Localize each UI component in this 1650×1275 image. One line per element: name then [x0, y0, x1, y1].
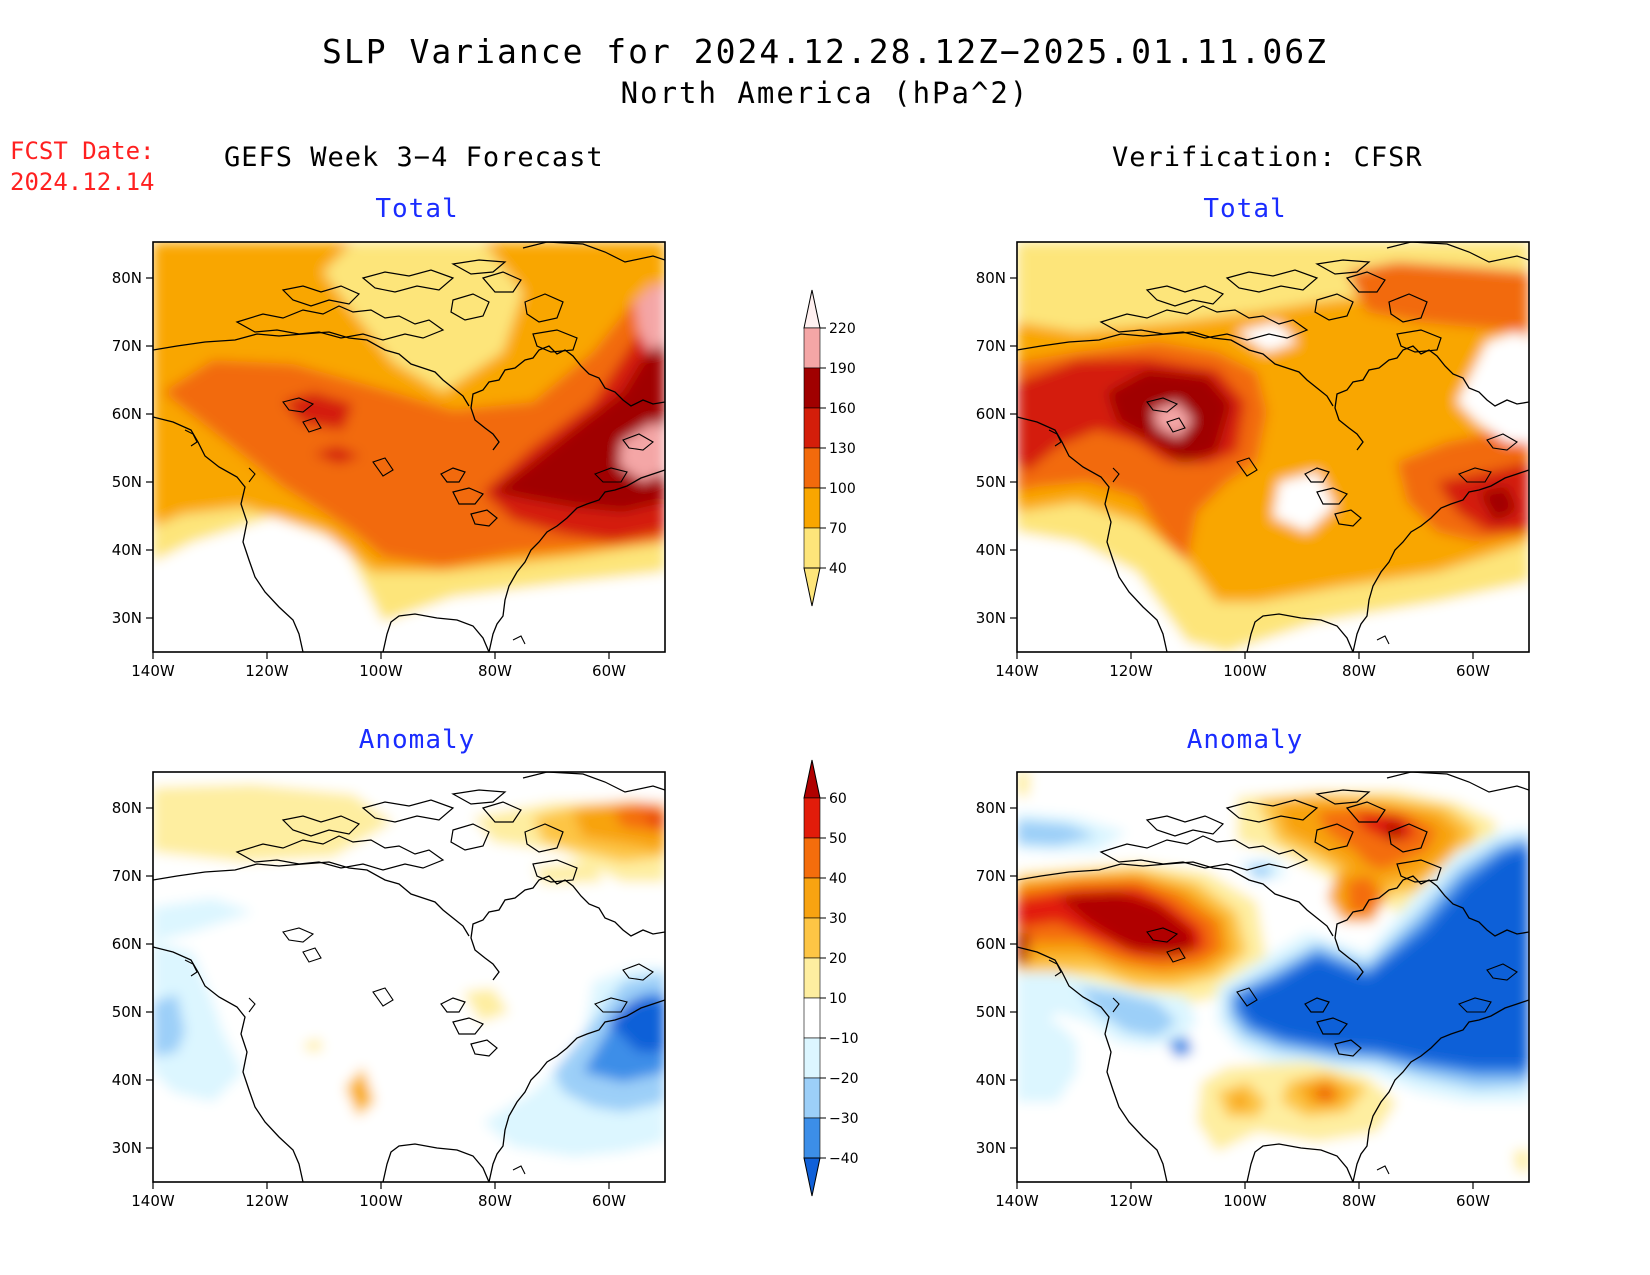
lat-label: 40N	[976, 1071, 1006, 1089]
anomaly-colorbar-label: 40	[829, 871, 847, 887]
lat-label: 60N	[976, 405, 1006, 423]
lat-label: 30N	[112, 1139, 142, 1157]
total-colorbar-segment	[803, 447, 821, 489]
lat-label: 50N	[976, 1003, 1006, 1021]
lat-label: 70N	[976, 867, 1006, 885]
total-colorbar-bottom-extension	[803, 567, 821, 607]
anomaly-colorbar-label: −20	[829, 1071, 859, 1087]
fcst-date-label: FCST Date:	[10, 137, 155, 165]
lon-label: 100W	[359, 1192, 403, 1210]
lat-label: 80N	[976, 799, 1006, 817]
total-colorbar-label: 130	[829, 441, 856, 457]
lat-label: 70N	[976, 337, 1006, 355]
total-colorbar-label: 220	[829, 321, 856, 337]
anomaly-colorbar-segment	[803, 957, 821, 999]
anomaly-colorbar-label: 50	[829, 831, 847, 847]
figure-title: SLP Variance for 2024.12.28.12Z−2025.01.…	[322, 32, 1328, 71]
lat-label: 30N	[112, 609, 142, 627]
total-colorbar-top-extension	[803, 289, 821, 329]
figure-subtitle: North America (hPa^2)	[620, 76, 1030, 110]
map-forecast-total	[152, 241, 666, 653]
lon-label: 60W	[1456, 662, 1490, 680]
total-colorbar-segment	[803, 407, 821, 449]
total-colorbar-segment	[803, 487, 821, 529]
panel-title-verification-anomaly: Anomaly	[1186, 725, 1304, 755]
lat-label: 40N	[976, 541, 1006, 559]
lon-label: 100W	[1223, 662, 1267, 680]
lat-label: 60N	[112, 935, 142, 953]
total-colorbar-label: 70	[829, 521, 847, 537]
total-colorbar-label: 40	[829, 561, 847, 577]
anomaly-colorbar-segment	[803, 1117, 821, 1159]
lat-label: 70N	[112, 867, 142, 885]
map-verification-total	[1016, 241, 1530, 653]
map-verification-anomaly	[1016, 771, 1530, 1183]
lat-label: 70N	[112, 337, 142, 355]
anomaly-colorbar-label: −30	[829, 1111, 859, 1127]
colorbars: 220 190 160 130 100 70 40 60 50 40 30 20 10 −10 −20 −30…	[803, 289, 859, 1197]
anomaly-colorbar-segment	[803, 1037, 821, 1079]
fcst-date: FCST Date: 2024.12.14	[10, 136, 155, 198]
lon-label: 120W	[245, 1192, 289, 1210]
total-colorbar-segment	[803, 367, 821, 409]
lat-label: 50N	[112, 1003, 142, 1021]
panel-title-verification-total: Total	[1203, 194, 1287, 224]
panel-title-forecast-total: Total	[375, 194, 459, 224]
lat-label: 80N	[112, 269, 142, 287]
lon-label: 140W	[131, 1192, 175, 1210]
lat-label: 50N	[976, 473, 1006, 491]
total-colorbar-label: 100	[829, 481, 856, 497]
lon-label: 60W	[592, 1192, 626, 1210]
fcst-date-value: 2024.12.14	[10, 168, 155, 196]
anomaly-colorbar-segment	[803, 837, 821, 879]
lon-label: 120W	[1109, 662, 1153, 680]
lon-label: 140W	[995, 1192, 1039, 1210]
total-colorbar-segment	[803, 527, 821, 569]
anomaly-colorbar-label: 20	[829, 951, 847, 967]
lon-label: 120W	[1109, 1192, 1153, 1210]
anomaly-colorbar-segment	[803, 917, 821, 959]
map-axes: 80N 70N 60N 50N 40N 30N 140W 120W 100W 80W 60W 80N 7…	[112, 269, 1490, 1210]
lat-label: 60N	[112, 405, 142, 423]
anomaly-colorbar-label: 30	[829, 911, 847, 927]
anomaly-colorbar-top-extension	[803, 759, 821, 799]
lon-label: 80W	[478, 662, 512, 680]
left-column-title: GEFS Week 3−4 Forecast	[224, 142, 604, 173]
lon-label: 80W	[478, 1192, 512, 1210]
lat-label: 30N	[976, 609, 1006, 627]
anomaly-colorbar-label: −10	[829, 1031, 859, 1047]
lon-label: 100W	[1223, 1192, 1267, 1210]
anomaly-colorbar-segment	[803, 797, 821, 839]
lon-label: 60W	[1456, 1192, 1490, 1210]
lat-label: 50N	[112, 473, 142, 491]
lat-label: 80N	[976, 269, 1006, 287]
lat-label: 60N	[976, 935, 1006, 953]
lon-label: 100W	[359, 662, 403, 680]
map-forecast-anomaly	[152, 771, 666, 1183]
lat-label: 40N	[112, 541, 142, 559]
lon-label: 140W	[131, 662, 175, 680]
anomaly-colorbar-segment	[803, 877, 821, 919]
total-colorbar-label: 160	[829, 401, 856, 417]
lon-label: 60W	[592, 662, 626, 680]
anomaly-colorbar-label: 60	[829, 791, 847, 807]
lon-label: 80W	[1342, 1192, 1376, 1210]
lon-label: 140W	[995, 662, 1039, 680]
lat-label: 30N	[976, 1139, 1006, 1157]
anomaly-colorbar-label: −40	[829, 1151, 859, 1167]
lon-label: 120W	[245, 662, 289, 680]
total-colorbar-segment	[803, 327, 821, 369]
lat-label: 80N	[112, 799, 142, 817]
lat-label: 40N	[112, 1071, 142, 1089]
lon-label: 80W	[1342, 662, 1376, 680]
right-column-title: Verification: CFSR	[1112, 142, 1423, 173]
anomaly-colorbar-segment	[803, 997, 821, 1039]
anomaly-colorbar-segment	[803, 1077, 821, 1119]
anomaly-colorbar-bottom-extension	[803, 1157, 821, 1197]
anomaly-colorbar-label: 10	[829, 991, 847, 1007]
panel-title-forecast-anomaly: Anomaly	[358, 725, 476, 755]
total-colorbar-label: 190	[829, 361, 856, 377]
